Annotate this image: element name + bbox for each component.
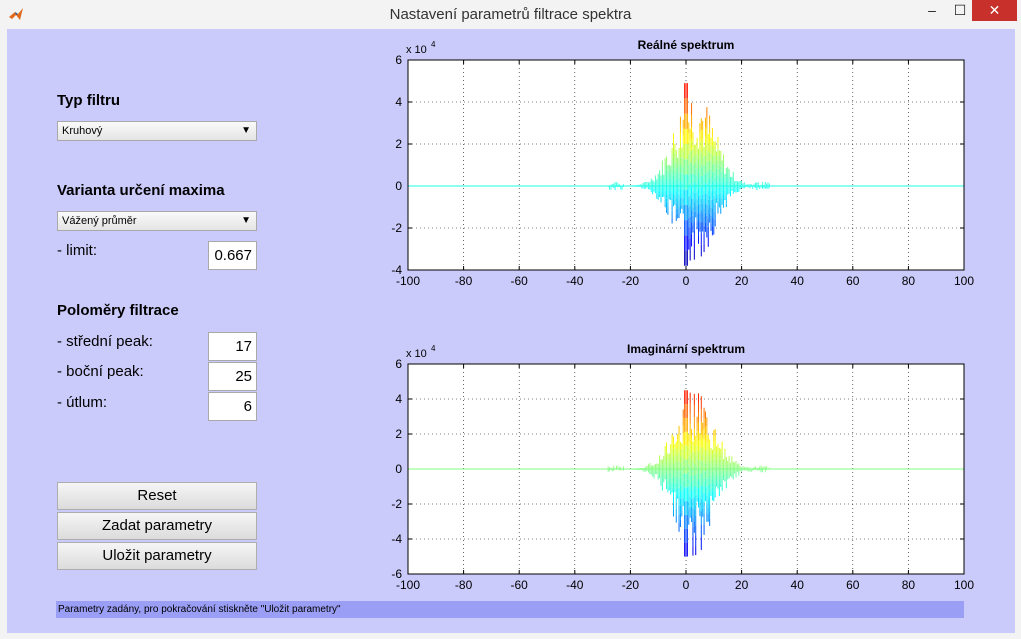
y-tick-label: -2 [391,497,402,511]
filter-type-heading: Typ filtru [57,92,121,109]
y-multiplier: x 10 [406,44,427,56]
x-tick-label: 40 [791,274,805,288]
save-parameters-button[interactable]: Uložit parametry [57,542,257,570]
x-tick-label: -100 [396,274,420,288]
window-frame-left [0,29,7,639]
window-frame-bottom [0,633,1021,639]
side-peak-label: - boční peak: [57,363,144,380]
y-tick-label: 2 [395,427,402,441]
radii-heading: Poloměry filtrace [57,302,179,319]
plot-frame [407,363,965,575]
x-tick-label: 0 [683,274,690,288]
x-tick-label: 20 [735,274,749,288]
window-frame-right [1015,29,1021,639]
close-button[interactable]: ✕ [972,0,1017,21]
chart-title: Imaginární spektrum [627,342,745,356]
max-variant-heading: Varianta určení maxima [57,182,225,199]
y-tick-label: 6 [395,357,402,371]
x-tick-label: -60 [511,274,529,288]
y-tick-label: 6 [395,53,402,67]
title-bar: Nastavení parametrů filtrace spektra – ☐… [0,0,1021,30]
x-tick-label: 100 [954,578,974,592]
y-tick-label: -4 [391,532,402,546]
y-tick-label: 0 [395,179,402,193]
x-tick-label: 60 [846,578,860,592]
y-tick-label: -6 [391,567,402,581]
max-variant-value: Vážený průměr [62,215,137,227]
center-peak-label: - střední peak: [57,333,153,350]
x-tick-label: -80 [455,578,473,592]
x-tick-label: 80 [902,578,916,592]
x-tick-label: -100 [396,578,420,592]
filter-type-select[interactable]: Kruhový ▼ [57,121,257,141]
minimize-button[interactable]: – [928,2,936,18]
plot-frame [407,59,965,271]
x-tick-label: 0 [683,578,690,592]
status-bar: Parametry zadány, pro pokračování stiskn… [56,601,964,618]
chevron-down-icon: ▼ [241,125,251,136]
y-tick-label: 4 [395,95,402,109]
y-tick-label: 4 [395,392,402,406]
side-peak-input[interactable]: 25 [208,362,257,391]
x-tick-label: -80 [455,274,473,288]
filter-type-value: Kruhový [62,125,103,137]
y-tick-label: -4 [391,263,402,277]
y-exponent: 4 [431,344,436,353]
x-tick-label: -20 [622,578,640,592]
y-multiplier: x 10 [406,348,427,360]
x-tick-label: 20 [735,578,749,592]
x-tick-label: 80 [902,274,916,288]
x-tick-label: 100 [954,274,974,288]
chart-title: Reálné spektrum [638,38,735,52]
submit-parameters-button[interactable]: Zadat parametry [57,512,257,540]
y-tick-label: 0 [395,462,402,476]
x-tick-label: 60 [846,274,860,288]
chevron-down-icon: ▼ [241,215,251,226]
x-tick-label: 40 [791,578,805,592]
reset-button[interactable]: Reset [57,482,257,510]
max-variant-select[interactable]: Vážený průměr ▼ [57,211,257,231]
x-tick-label: -60 [511,578,529,592]
x-tick-label: -40 [566,274,584,288]
x-tick-label: -40 [566,578,584,592]
limit-input[interactable]: 0.667 [208,241,257,270]
maximize-button[interactable]: ☐ [953,2,967,18]
x-tick-label: -20 [622,274,640,288]
center-peak-input[interactable]: 17 [208,332,257,361]
window-title: Nastavení parametrů filtrace spektra [389,6,632,23]
y-tick-label: 2 [395,137,402,151]
matlab-icon [9,8,23,20]
damping-input[interactable]: 6 [208,392,257,421]
y-tick-label: -2 [391,221,402,235]
y-exponent: 4 [431,40,436,49]
limit-label: - limit: [57,242,97,259]
damping-label: - útlum: [57,394,108,411]
